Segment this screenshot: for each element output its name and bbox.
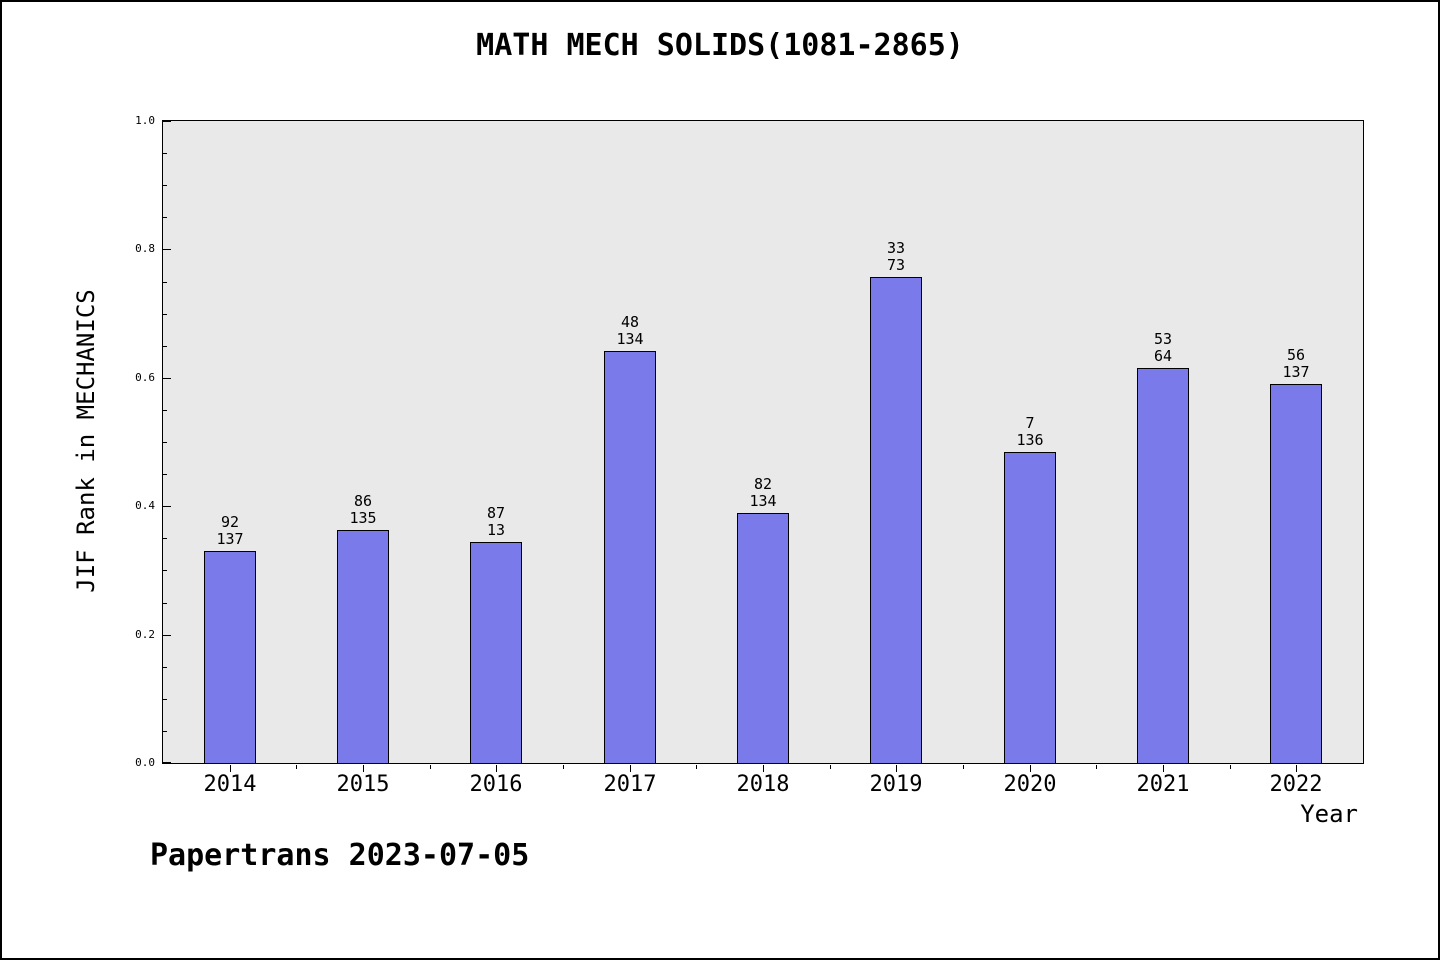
bar-rank-value: 82 [753,475,773,493]
y-tick-label: 0.2 [135,628,155,641]
bar-rank-value: 7 [1025,414,1035,432]
bar [1137,368,1189,763]
x-tick-label: 2015 [336,772,390,797]
bar-total-value: 136 [1016,431,1044,449]
bar-value-label: 92 137 [164,514,296,548]
x-minor-tick-mark [696,765,697,769]
y-minor-tick-mark [163,314,167,315]
bar-total-value: 137 [216,530,244,548]
y-minor-tick-mark [163,442,167,443]
y-minor-tick-mark [163,538,167,539]
bar-value-label: 33 73 [830,240,962,274]
bar-value-label: 56 137 [1230,347,1362,381]
x-tick-mark [363,765,364,772]
bar-rank-value: 92 [220,513,240,531]
x-tick-mark [1030,765,1031,772]
bar-value-label: 86 135 [297,493,429,527]
bar-value-label: 7 136 [964,415,1096,449]
x-tick-mark [630,765,631,772]
bar-rank-value: 33 [886,239,906,257]
bar-rank-value: 53 [1153,330,1173,348]
y-minor-tick-mark [163,410,167,411]
bar [737,513,789,763]
footer-watermark: Papertrans 2023-07-05 [150,838,530,873]
bar [337,530,389,763]
x-minor-tick-mark [963,765,964,769]
bar-total-value: 134 [749,492,777,510]
y-tick-mark [163,762,171,763]
bar-value-label: 87 13 [430,505,562,539]
y-tick-label: 0.0 [135,756,155,769]
bar [470,542,522,763]
bar-total-value: 134 [616,330,644,348]
y-minor-tick-mark [163,185,167,186]
x-axis-label: Year [1300,800,1358,828]
bar-value-label: 53 64 [1097,331,1229,365]
x-tick-label: 2022 [1269,772,1323,797]
y-minor-tick-mark [163,570,167,571]
y-minor-tick-mark [163,282,167,283]
bar [1004,452,1056,763]
bar [870,277,922,763]
y-tick-mark [163,506,171,507]
y-tick-label: 0.4 [135,499,155,512]
bar [204,551,256,763]
bar-rank-value: 87 [486,504,506,522]
y-tick-mark [163,378,171,379]
y-tick-label: 0.6 [135,371,155,384]
x-tick-label: 2020 [1003,772,1057,797]
y-minor-tick-mark [163,474,167,475]
bar-rank-value: 86 [353,492,373,510]
y-minor-tick-mark [163,217,167,218]
bar [1270,384,1322,763]
x-tick-mark [1163,765,1164,772]
x-tick-mark [896,765,897,772]
bar-total-value: 13 [486,521,506,539]
y-tick-mark [163,121,171,122]
y-tick-label: 0.8 [135,242,155,255]
y-minor-tick-mark [163,731,167,732]
y-tick-label: 1.0 [135,114,155,127]
x-tick-mark [230,765,231,772]
y-axis-label: JIF Rank in MECHANICS [72,289,100,593]
bar-total-value: 73 [886,256,906,274]
y-minor-tick-mark [163,603,167,604]
x-tick-label: 2016 [469,772,523,797]
x-tick-label: 2018 [736,772,790,797]
bar-value-label: 48 134 [564,314,696,348]
x-minor-tick-mark [1230,765,1231,769]
x-minor-tick-mark [830,765,831,769]
bar-total-value: 137 [1282,363,1310,381]
bar-total-value: 135 [349,509,377,527]
bar-value-label: 82 134 [697,476,829,510]
bar [604,351,656,763]
x-tick-label: 2021 [1136,772,1190,797]
y-tick-mark [163,249,171,250]
x-tick-label: 2014 [203,772,257,797]
x-minor-tick-mark [563,765,564,769]
bar-rank-value: 48 [620,313,640,331]
x-tick-label: 2017 [603,772,657,797]
bar-rank-value: 56 [1286,346,1306,364]
bar-total-value: 64 [1153,347,1173,365]
x-minor-tick-mark [1096,765,1097,769]
x-tick-mark [496,765,497,772]
y-minor-tick-mark [163,153,167,154]
chart-title: MATH MECH SOLIDS(1081-2865) [476,28,964,63]
y-minor-tick-mark [163,346,167,347]
x-tick-mark [763,765,764,772]
y-tick-mark [163,635,171,636]
y-minor-tick-mark [163,667,167,668]
x-tick-mark [1296,765,1297,772]
x-minor-tick-mark [430,765,431,769]
y-minor-tick-mark [163,699,167,700]
x-tick-label: 2019 [869,772,923,797]
plot-area: 0.0 0.2 0.4 0.6 0.8 1.0 92 137 2014 86 135 2015 87 13… [135,114,1364,797]
x-minor-tick-mark [296,765,297,769]
